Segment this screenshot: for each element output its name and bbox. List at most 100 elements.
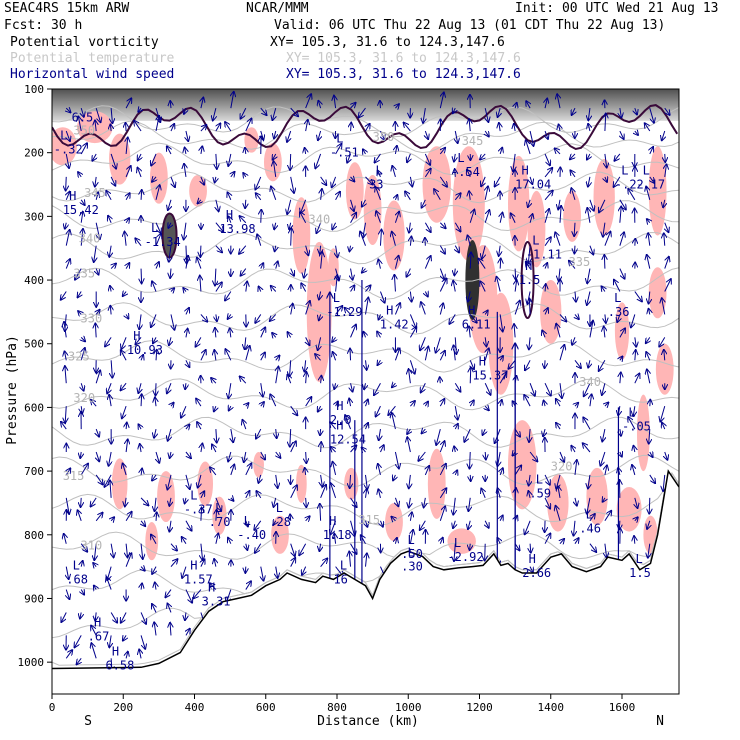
wind-vector	[271, 186, 277, 200]
wind-vector	[478, 259, 486, 269]
extremum-marker: L	[628, 406, 635, 420]
wind-vector	[290, 514, 291, 521]
wind-vector	[228, 451, 231, 461]
wind-vector	[587, 208, 590, 223]
wind-vectors	[61, 92, 671, 671]
wind-vector	[335, 144, 342, 155]
wind-vector	[649, 309, 650, 315]
extremum-marker: L	[333, 291, 340, 305]
wind-vector	[500, 213, 502, 223]
field-theta-label: Potential temperature	[10, 51, 175, 66]
wind-vector	[141, 268, 142, 284]
wind-vector	[469, 119, 470, 132]
wind-vector	[185, 474, 190, 489]
extremum-marker: H	[94, 616, 101, 630]
wind-vector	[95, 612, 96, 620]
wind-vector	[350, 325, 356, 338]
extremum-marker: L	[215, 501, 222, 515]
wind-vector	[81, 348, 85, 361]
wind-vector	[334, 96, 336, 109]
wind-vector	[650, 147, 653, 155]
terrain-line	[52, 469, 679, 670]
extremum-marker: L	[621, 164, 628, 178]
wind-vector	[111, 517, 114, 520]
wind-vector	[544, 533, 550, 544]
wind-vector	[544, 168, 552, 178]
wind-vector	[245, 148, 246, 155]
terrain-fill	[52, 471, 679, 694]
wind-vector	[635, 350, 636, 361]
wind-vector	[276, 451, 281, 458]
wind-vector	[91, 626, 97, 636]
wind-vector	[500, 516, 503, 521]
wind-vector	[141, 355, 143, 360]
wind-vector	[201, 559, 205, 567]
wind-vector	[272, 107, 275, 120]
wind-vector	[290, 107, 298, 116]
wind-vector	[245, 119, 252, 132]
wind-vector	[555, 232, 561, 246]
wind-vector	[632, 465, 635, 476]
wind-vector	[485, 337, 486, 346]
wind-vector	[469, 314, 476, 322]
theta-label: 330	[81, 311, 103, 325]
wind-vector	[200, 350, 206, 361]
wind-vector	[201, 98, 203, 109]
wind-vector	[81, 200, 84, 205]
wind-vector	[156, 512, 157, 521]
wind-vector	[365, 176, 373, 185]
wind-vector	[635, 497, 638, 508]
extremum-marker: H	[336, 399, 343, 413]
wind-vector	[363, 149, 366, 154]
wind-vector	[395, 146, 396, 155]
wind-vector	[455, 245, 459, 253]
wind-vector	[81, 561, 82, 567]
wind-vector	[605, 153, 607, 168]
wind-vector	[186, 451, 191, 458]
wind-vector	[197, 258, 201, 269]
extremum-value: .67	[88, 630, 110, 644]
wind-vector	[559, 345, 564, 361]
wind-vector	[528, 491, 530, 498]
wind-vector	[662, 130, 665, 140]
theta-label: 340	[579, 375, 601, 389]
wind-vector	[464, 428, 471, 442]
wind-vector	[530, 214, 533, 223]
wind-vector	[559, 125, 560, 132]
wind-vector	[212, 444, 216, 453]
wind-vector	[201, 543, 203, 560]
wind-vector	[423, 108, 425, 123]
wind-vector	[276, 356, 280, 361]
extremum-value: -2.92	[447, 550, 483, 564]
wind-vector	[558, 486, 560, 498]
wind-vector	[228, 314, 231, 318]
wind-vector	[216, 314, 217, 321]
wind-vector	[391, 517, 395, 521]
wind-vector	[125, 98, 131, 109]
wind-vector	[665, 451, 668, 460]
wind-vector	[213, 107, 216, 120]
wind-vector	[228, 217, 230, 223]
wind-vector	[604, 255, 605, 269]
wind-vector	[662, 423, 665, 430]
wind-vector	[572, 337, 575, 344]
wind-vector	[570, 170, 575, 178]
wind-vector	[276, 474, 278, 488]
wind-vector	[420, 520, 426, 530]
wind-vector	[306, 372, 307, 384]
wind-vector	[633, 406, 635, 416]
wind-vector	[544, 497, 550, 509]
wind-vector	[141, 583, 142, 590]
wind-vector	[424, 153, 430, 165]
wind-vector	[215, 282, 222, 292]
wind-vector	[141, 394, 142, 407]
theta-label: 320	[73, 391, 95, 405]
wind-vector	[169, 520, 171, 532]
wind-vector	[497, 277, 501, 292]
pv-patch	[345, 162, 364, 220]
wind-vector	[304, 268, 306, 278]
wind-vector	[603, 222, 605, 237]
wind-vector	[649, 497, 650, 514]
wind-vector	[515, 268, 516, 280]
wind-vector	[171, 288, 174, 291]
